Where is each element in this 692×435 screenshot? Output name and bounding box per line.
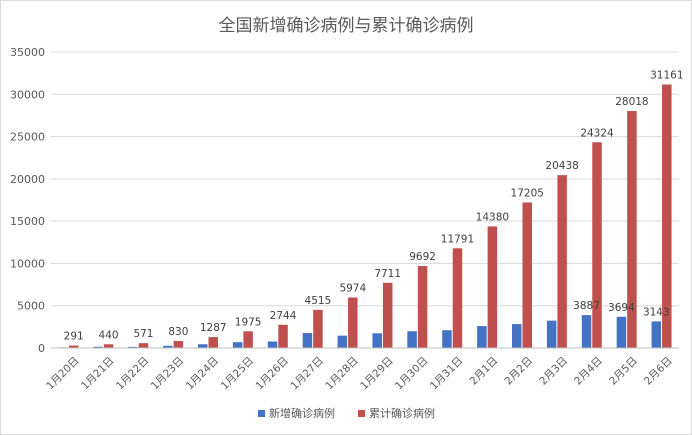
y-tick-label: 15000 (10, 215, 45, 228)
data-label-cumulative: 28018 (615, 96, 648, 108)
data-label-new: 3887 (573, 300, 600, 312)
y-tick-label: 0 (38, 342, 45, 355)
bar-cumulative-cases (592, 142, 602, 348)
legend: 新增确诊病例 累计确诊病例 (258, 406, 435, 420)
bar-cumulative-cases (138, 343, 149, 348)
bar-new-cases (442, 330, 452, 348)
data-label-cumulative: 571 (133, 328, 153, 340)
x-tick-label: 1月28日 (323, 355, 361, 393)
bar-new-cases (337, 335, 348, 348)
x-axis: 1月20日1月21日1月22日1月23日1月24日1月25日1月26日1月27日… (44, 347, 679, 393)
bar-new-cases (651, 321, 662, 348)
data-label-cumulative: 5974 (339, 282, 366, 294)
data-labels: 3887 3694 3143 291 440 571 830 1287 1975 2744 4515… (64, 69, 684, 342)
bar-new-cases (163, 345, 173, 348)
data-label-cumulative: 14380 (476, 211, 509, 223)
bar-cumulative-cases (103, 344, 114, 348)
bar-cumulative-cases (243, 331, 253, 348)
bar-new-cases (93, 346, 103, 348)
bar-cumulative-cases (68, 345, 79, 348)
data-label-new: 3143 (643, 306, 670, 318)
x-tick-label: 2月3日 (537, 355, 570, 388)
bar-cumulative-cases (173, 340, 184, 348)
gridlines (51, 51, 679, 349)
bar-new-cases (267, 341, 278, 348)
bar-new-cases (546, 320, 557, 348)
x-tick-label: 2月2日 (502, 355, 535, 388)
data-label-cumulative: 9692 (409, 251, 436, 263)
y-tick-label: 30000 (10, 88, 45, 101)
bar-new-cases (302, 333, 313, 348)
x-tick-label: 1月20日 (44, 355, 82, 393)
data-label-new: 3694 (608, 302, 635, 314)
legend-swatch-new (258, 410, 265, 417)
bar-new-cases (477, 326, 487, 348)
legend-swatch-cumulative (358, 410, 365, 417)
bar-cumulative-cases (417, 266, 428, 348)
y-tick-label: 5000 (17, 300, 45, 313)
x-tick-label: 1月22日 (114, 355, 152, 393)
data-label-cumulative: 440 (99, 329, 119, 341)
bar-new-cases (232, 342, 243, 348)
bar-new-cases (512, 324, 522, 348)
data-label-cumulative: 1287 (200, 322, 227, 334)
x-tick-label: 2月6日 (642, 355, 675, 388)
data-label-cumulative: 24324 (580, 127, 614, 139)
legend-label-cumulative: 累计确诊病例 (369, 406, 435, 420)
x-tick-label: 2月4日 (572, 355, 605, 388)
data-label-cumulative: 4515 (305, 295, 332, 307)
y-tick-label: 20000 (10, 173, 45, 186)
x-tick-label: 1月27日 (288, 355, 326, 393)
x-tick-label: 1月25日 (219, 355, 257, 393)
data-label-cumulative: 11791 (441, 233, 474, 245)
bar-cumulative-cases (313, 309, 323, 348)
y-axis: 0 5000 10000 15000 20000 25000 30000 35000 (10, 46, 45, 355)
x-tick-label: 1月31日 (428, 355, 466, 393)
bar-cumulative-cases (662, 84, 672, 348)
x-tick-label: 2月1日 (468, 355, 501, 388)
data-label-cumulative: 31161 (650, 69, 683, 81)
x-tick-label: 1月21日 (79, 355, 117, 393)
x-tick-label: 1月30日 (393, 355, 431, 393)
data-label-cumulative: 2744 (270, 310, 297, 322)
data-label-cumulative: 20438 (545, 160, 578, 172)
y-tick-label: 10000 (10, 257, 45, 270)
bar-cumulative-cases (348, 297, 358, 348)
bar-cumulative-cases (208, 337, 218, 348)
x-tick-label: 1月23日 (149, 355, 187, 393)
x-tick-label: 1月26日 (253, 355, 291, 393)
bars (58, 84, 672, 349)
bar-cumulative-cases (452, 248, 463, 348)
legend-label-new: 新增确诊病例 (269, 406, 335, 420)
bar-cumulative-cases (487, 226, 498, 348)
y-tick-label: 25000 (10, 131, 45, 144)
bar-cumulative-cases (278, 324, 288, 348)
chart-title: 全国新增确诊病例与累计确诊病例 (219, 16, 474, 36)
bar-new-cases (372, 333, 382, 348)
bar-cumulative-cases (382, 282, 393, 348)
data-label-cumulative: 291 (64, 331, 84, 343)
bar-new-cases (198, 344, 208, 348)
x-tick-label: 1月24日 (184, 355, 222, 393)
bar-new-cases (128, 346, 138, 348)
y-tick-label: 35000 (10, 46, 45, 59)
bar-cumulative-cases (522, 202, 532, 348)
bar-cumulative-cases (557, 175, 567, 348)
bar-cumulative-cases (627, 111, 637, 349)
data-label-cumulative: 17205 (511, 187, 544, 199)
data-label-cumulative: 1975 (235, 316, 262, 328)
bar-new-cases (581, 315, 592, 348)
data-label-cumulative: 830 (168, 326, 188, 338)
data-label-cumulative: 7711 (374, 268, 401, 280)
bar-new-cases (407, 331, 417, 348)
bar-new-cases (616, 316, 627, 348)
x-tick-label: 2月5日 (607, 355, 640, 388)
x-tick-label: 1月29日 (358, 355, 396, 393)
